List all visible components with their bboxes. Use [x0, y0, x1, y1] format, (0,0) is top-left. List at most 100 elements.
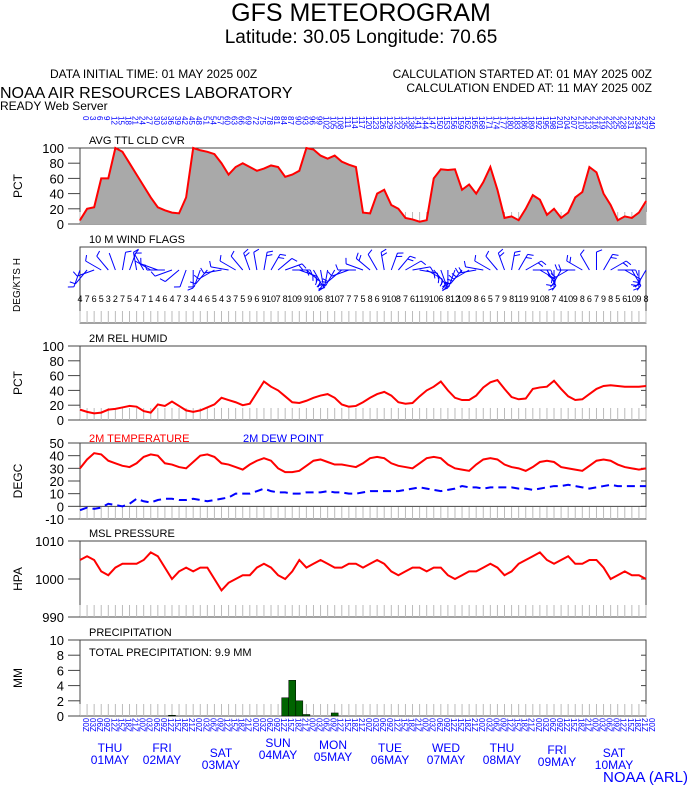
forecast-hour-label: 126 — [378, 116, 387, 130]
wind-barb-flag — [525, 257, 532, 259]
forecast-hour-label: 117 — [357, 116, 366, 129]
forecast-hour-label: 153 — [442, 116, 451, 130]
wind-barb-flag — [612, 253, 619, 256]
wind-speed-label: 5 — [615, 294, 620, 304]
wind-barb — [324, 269, 329, 288]
wind-barb — [397, 255, 411, 271]
utc-hour-label: 15Z — [116, 718, 125, 732]
y-tick-label: 60 — [50, 171, 64, 186]
y-tick-label: 1000 — [35, 572, 64, 587]
cloud-cover-point — [560, 217, 562, 219]
wind-barb-flag — [381, 252, 388, 257]
y-tick-label: 2 — [57, 694, 64, 709]
wind-speed-label: 6 — [254, 294, 259, 304]
panel-title: AVG TTL CLD CVR — [89, 135, 185, 147]
wind-speed-label: 10 — [308, 294, 318, 304]
forecast-hour-label: 186 — [520, 116, 529, 130]
wind-speed-label: 10 — [457, 294, 467, 304]
utc-hour-label: 09Z — [272, 718, 281, 732]
wind-barb — [132, 252, 138, 271]
wind-speed-label: 8 — [643, 294, 648, 304]
utc-hour-label: 18Z — [123, 718, 132, 732]
cloud-cover-point — [263, 167, 265, 170]
wind-barb-flag — [485, 250, 490, 257]
day-of-week-label: SAT — [603, 746, 626, 760]
wind-barb-flag — [548, 287, 555, 291]
forecast-hour-label: 240 — [647, 116, 656, 130]
cloud-cover-point — [143, 185, 145, 187]
utc-hour-label: 09Z — [498, 718, 507, 732]
cloud-cover-point — [496, 189, 499, 191]
wind-barb-flag — [69, 281, 76, 285]
y-tick-label: 40 — [50, 449, 64, 464]
utc-hour-label: 21Z — [470, 718, 479, 732]
utc-hour-label: 06Z — [605, 718, 614, 732]
wind-speed-label: 8 — [608, 294, 613, 304]
cloud-cover-point — [298, 170, 300, 172]
wind-speed-label: 5 — [240, 294, 245, 304]
day-of-week-label: MON — [319, 738, 347, 752]
wind-barb — [85, 260, 102, 271]
wind-barb-flag — [291, 257, 298, 262]
wind-speed-label: 5 — [488, 294, 493, 304]
date-label: 01MAY — [91, 753, 129, 767]
wind-barb — [566, 260, 583, 271]
wind-barb — [624, 269, 641, 280]
wind-barb — [129, 252, 137, 271]
forecast-hour-label: 165 — [470, 116, 479, 130]
wind-barb-flag — [315, 279, 318, 286]
wind-barb-flag — [301, 263, 307, 269]
wind-speed-label: 4 — [219, 294, 224, 304]
wind-barb — [253, 252, 258, 271]
wind-barb-flag — [409, 255, 416, 259]
day-of-week-label: THU — [490, 741, 515, 755]
utc-hour-label: 15Z — [569, 718, 578, 732]
forecast-hour-label: 159 — [456, 116, 465, 130]
utc-hour-label: 12Z — [109, 718, 118, 732]
wind-barb-flag — [144, 264, 148, 271]
wind-barb — [219, 260, 236, 271]
wind-barb-flag — [444, 281, 451, 285]
cloud-cover-point — [185, 196, 187, 198]
wind-barb — [230, 255, 244, 271]
cloud-cover-point — [532, 194, 534, 196]
forecast-hour-label: 96 — [307, 116, 316, 125]
wind-speed-label: 7 — [85, 294, 90, 304]
cloud-cover-point — [171, 212, 173, 214]
wind-barb-flag — [622, 262, 629, 267]
wind-barb-flag — [429, 266, 434, 273]
forecast-hour-label: 150 — [435, 116, 444, 130]
cloud-cover-point — [404, 217, 407, 219]
wind-barb-flag — [244, 252, 250, 257]
wind-speed-label: 6 — [375, 294, 380, 304]
cloud-cover-point — [114, 147, 116, 149]
wind-barb-flag — [266, 250, 274, 253]
forecast-hour-label: 51 — [201, 116, 210, 125]
cloud-cover-point — [220, 162, 223, 164]
forecast-hour-label: 102 — [322, 116, 331, 130]
cloud-cover-point — [411, 218, 414, 221]
cloud-cover-point — [581, 191, 583, 193]
forecast-hour-label: 177 — [498, 116, 507, 130]
wind-speed-label: 7 — [141, 294, 146, 304]
utc-hour-label: 09Z — [329, 718, 338, 732]
forecast-hour-label: 36 — [166, 116, 175, 125]
wind-speed-label: 7 — [353, 294, 358, 304]
forecast-hour-label: 216 — [590, 116, 599, 130]
wind-barb — [96, 255, 109, 271]
y-tick-label: 1010 — [35, 534, 64, 549]
y-axis-label: HPA — [11, 567, 25, 591]
cloud-cover-point — [178, 212, 180, 214]
wind-speed-label: 3 — [184, 294, 189, 304]
temperature-line — [79, 452, 647, 474]
legend-temperature: 2M TEMPERATURE — [89, 433, 189, 445]
forecast-hour-label: 174 — [491, 116, 500, 130]
wind-speed-label: 9 — [247, 294, 252, 304]
wind-barb-flag — [499, 252, 505, 257]
wind-barb — [277, 258, 293, 271]
wind-barb — [243, 252, 251, 271]
forecast-hour-label: 144 — [421, 116, 430, 130]
wind-speed-label: 5 — [99, 294, 104, 304]
wind-speed-label: 8 — [509, 294, 514, 304]
utc-hour-label: 15Z — [286, 718, 295, 732]
